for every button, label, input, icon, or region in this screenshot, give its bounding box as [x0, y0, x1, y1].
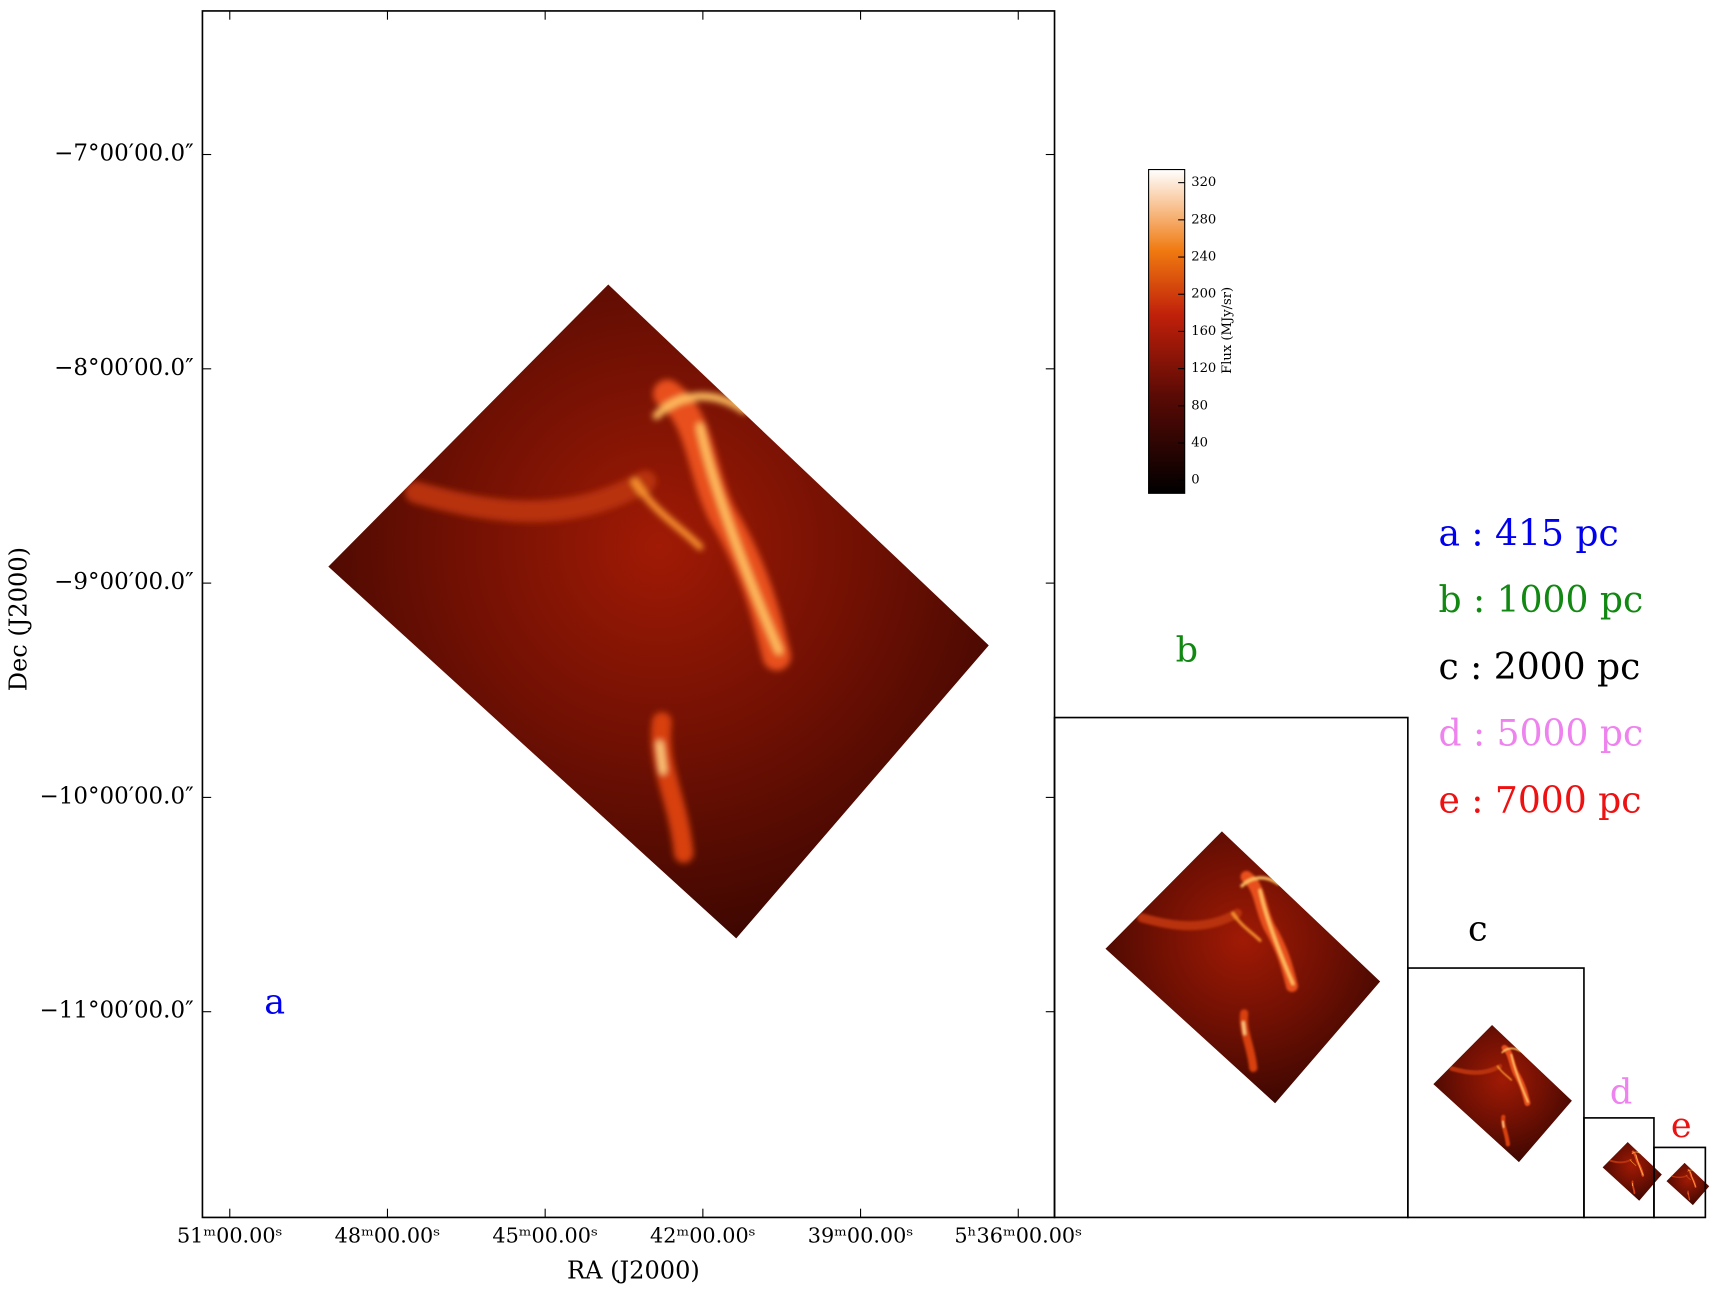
image-a [328, 284, 989, 938]
legend-entry: c : 2000 pc [1438, 646, 1640, 688]
x-tick-label: 5ʰ36ᵐ00.00ˢ [954, 1224, 1082, 1248]
y-tick-label: −8°00′00.0″ [54, 355, 194, 381]
legend-entry: b : 1000 pc [1438, 579, 1643, 621]
x-tick-label: 48ᵐ00.00ˢ [335, 1224, 441, 1248]
x-axis-label: RA (J2000) [567, 1257, 700, 1285]
legend-entry: e : 7000 pc [1438, 779, 1641, 821]
y-tick-label: −11°00′00.0″ [40, 998, 195, 1024]
image-c [1433, 1025, 1572, 1162]
colorbar-tick-label: 280 [1191, 212, 1216, 227]
colorbar-tick-label: 80 [1191, 398, 1208, 413]
image-b [1105, 831, 1380, 1103]
colorbar-tick-label: 240 [1191, 250, 1216, 265]
colorbar-tick-label: 200 [1191, 287, 1216, 302]
colorbar-tick-label: 320 [1191, 175, 1216, 190]
x-tick-label: 39ᵐ00.00ˢ [808, 1224, 914, 1248]
colorbar-tick-label: 120 [1191, 361, 1216, 376]
colorbar-tick-label: 40 [1191, 436, 1208, 451]
y-tick-label: −7°00′00.0″ [54, 141, 194, 167]
x-tick-label: 42ᵐ00.00ˢ [650, 1224, 756, 1248]
panel-label: d [1610, 1072, 1632, 1112]
colorbar-tick-label: 0 [1191, 473, 1199, 488]
image-e [1666, 1163, 1709, 1206]
colorbar-label: Flux (MJy/sr) [1220, 287, 1235, 374]
y-tick-label: −10°00′00.0″ [40, 783, 195, 809]
colorbar-tick-label: 160 [1191, 324, 1216, 339]
x-tick-label: 51ᵐ00.00ˢ [177, 1224, 283, 1248]
legend-entry: d : 5000 pc [1438, 713, 1643, 755]
frames [201, 10, 1707, 1219]
panel-label: a [264, 983, 285, 1023]
legend-entry: a : 415 pc [1438, 512, 1618, 554]
image-d [1602, 1142, 1661, 1201]
panel-label: e [1671, 1106, 1692, 1146]
x-tick-label: 45ᵐ00.00ˢ [492, 1224, 598, 1248]
y-tick-label: −9°00′00.0″ [54, 569, 194, 595]
panel-label: c [1468, 909, 1488, 949]
panel-label: b [1176, 630, 1198, 670]
y-axis-label: Dec (J2000) [4, 547, 32, 691]
